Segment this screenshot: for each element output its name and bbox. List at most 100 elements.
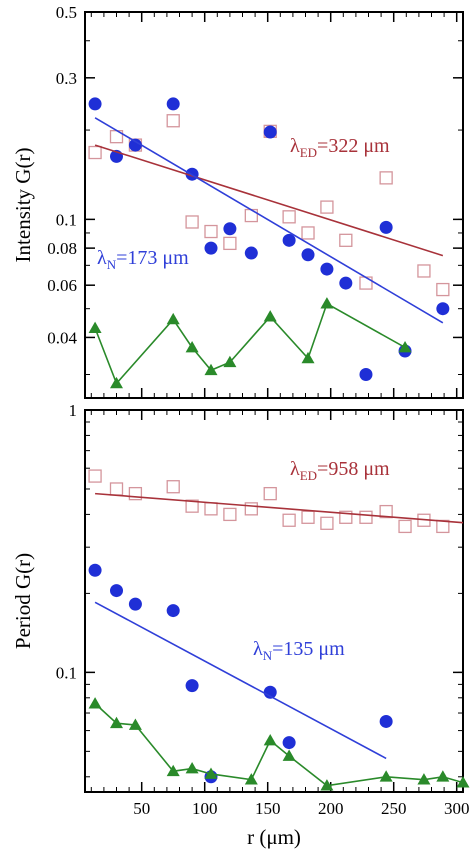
x-axis-title: r (μm) [247, 825, 301, 849]
y-tick-label: 0.3 [56, 69, 77, 88]
data-point [263, 310, 277, 322]
data-point [282, 736, 296, 750]
x-tick-label: 100 [192, 799, 218, 818]
data-point [301, 510, 315, 524]
series-fit-line [94, 144, 444, 257]
data-point [223, 236, 237, 251]
data-point [166, 114, 180, 128]
data-point [398, 340, 412, 353]
data-point [185, 762, 199, 774]
annotation-label: λN=173 μm [97, 247, 189, 272]
data-point [359, 510, 373, 524]
data-point [88, 97, 102, 111]
data-point [320, 262, 334, 276]
annotation-label: λN=135 μm [253, 638, 345, 663]
series-fit-line [94, 117, 444, 324]
x-tick-label: 50 [133, 799, 150, 818]
x-tick-label: 150 [255, 799, 281, 818]
data-point [244, 246, 258, 260]
series-triangle-line [88, 297, 412, 389]
y-axis-title: Period G(r) [11, 553, 35, 649]
plot-frame [84, 409, 464, 793]
fit-line [95, 492, 464, 524]
data-point [128, 486, 143, 501]
fit-line [94, 117, 444, 324]
annotation-value: =958 μm [317, 458, 390, 480]
data-point [320, 516, 334, 530]
data-point [128, 138, 142, 152]
data-point [301, 248, 315, 262]
data-point [379, 504, 393, 519]
data-point [223, 507, 237, 522]
data-point [339, 233, 353, 247]
data-point [436, 770, 450, 782]
data-point [320, 200, 334, 214]
data-point [244, 773, 258, 785]
data-point [185, 340, 199, 353]
data-point [282, 513, 296, 527]
data-point [244, 208, 258, 223]
data-point [379, 171, 393, 185]
data-point [301, 351, 315, 364]
annotation-label: λED=322 μm [290, 135, 390, 160]
data-point [110, 376, 123, 389]
data-point [88, 321, 102, 333]
series-line [94, 302, 406, 385]
data-point [320, 779, 334, 791]
annotation-symbol: λ [97, 247, 107, 269]
data-point [320, 297, 334, 309]
annotation-subscript: ED [300, 145, 317, 160]
data-point [204, 767, 218, 779]
data-point [88, 563, 102, 577]
data-point [128, 718, 142, 730]
data-point [282, 210, 296, 224]
data-point [128, 597, 142, 611]
data-point [223, 355, 237, 368]
data-point [359, 276, 373, 290]
annotation-subscript: N [107, 257, 117, 272]
series-open-square [88, 114, 450, 297]
data-point [436, 302, 450, 316]
series-fit-line [94, 601, 387, 760]
fit-line [94, 144, 444, 257]
annotation-symbol: λ [253, 638, 263, 660]
x-tick-label: 200 [318, 799, 344, 818]
data-point [359, 368, 373, 382]
data-point [166, 604, 180, 618]
data-point [301, 226, 315, 240]
data-point [417, 264, 431, 278]
data-point [204, 224, 218, 239]
data-point [263, 685, 277, 699]
data-point [185, 215, 199, 229]
data-point [110, 716, 123, 729]
series-filled-circle [88, 563, 393, 784]
annotation-value: =173 μm [116, 247, 189, 269]
data-point [166, 312, 180, 325]
y-tick-label: 0.06 [47, 276, 77, 295]
y-tick-label: 0.5 [56, 3, 77, 22]
data-point [436, 282, 450, 297]
data-point [109, 482, 124, 496]
data-point [185, 499, 199, 513]
data-point [379, 714, 393, 728]
data-point [166, 480, 180, 494]
x-tick-label: 300 [444, 799, 470, 818]
series-line [94, 703, 464, 787]
data-point [166, 97, 180, 111]
data-point [166, 764, 180, 777]
data-point [88, 145, 102, 160]
y-tick-label: 1 [69, 401, 78, 420]
data-point [379, 770, 393, 782]
data-point [263, 125, 277, 139]
series-fit-line [95, 492, 464, 524]
y-tick-label: 0.1 [56, 210, 77, 229]
annotation-symbol: λ [290, 458, 300, 480]
data-point [88, 469, 102, 483]
series-filled-circle [88, 97, 450, 382]
data-point [398, 519, 412, 534]
annotation-value: =322 μm [317, 135, 390, 157]
annotation-subscript: N [263, 648, 273, 663]
data-point [244, 502, 258, 516]
x-tick-label: 250 [381, 799, 407, 818]
